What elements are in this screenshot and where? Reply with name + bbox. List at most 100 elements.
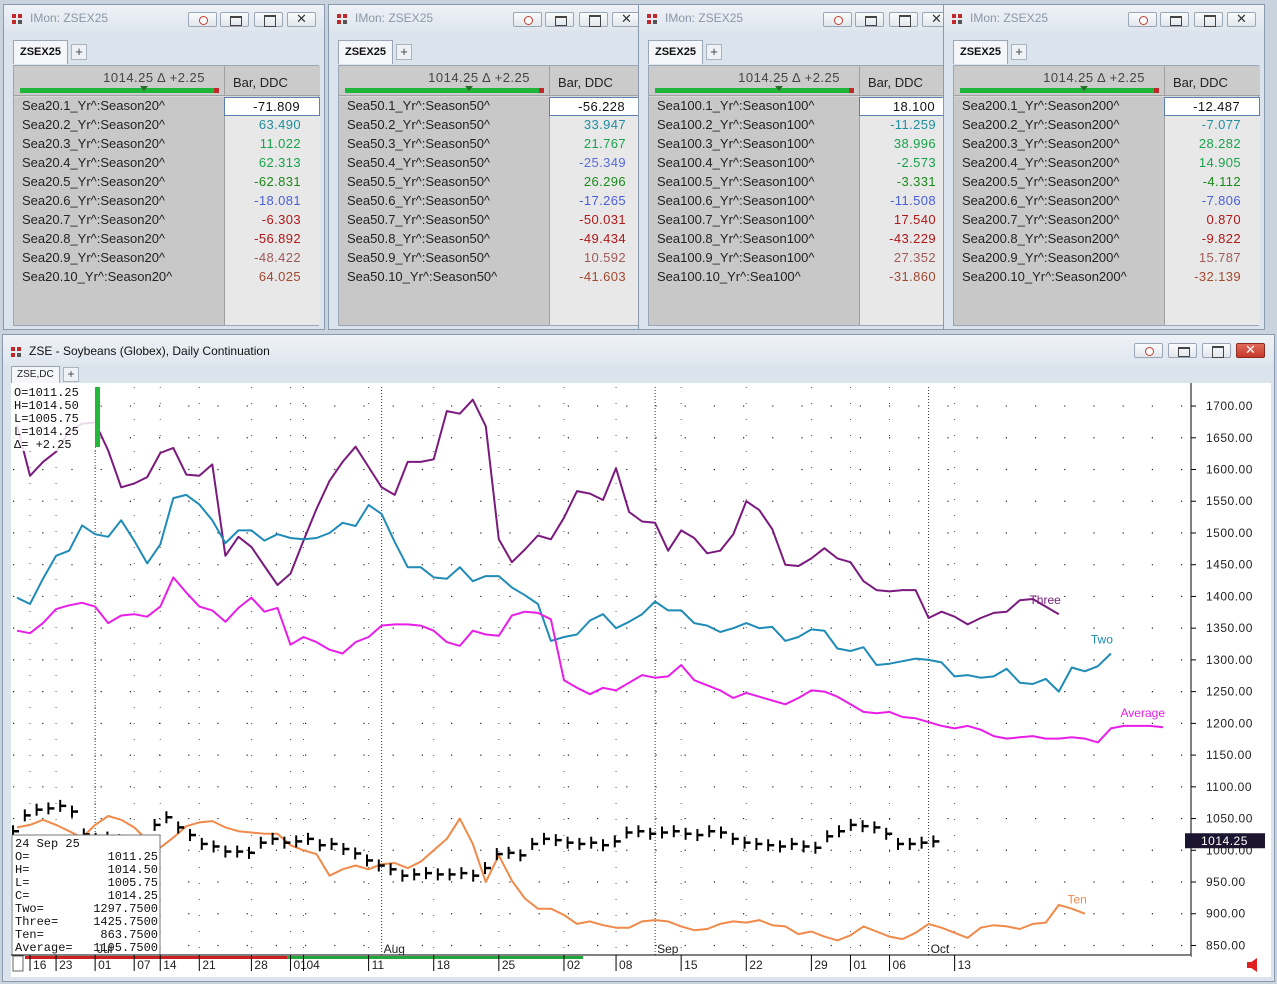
grid-row[interactable]: Sea100.9_Yr^:Season100^ 27.352	[649, 249, 955, 268]
add-tab-button[interactable]: +	[706, 44, 722, 60]
column-header[interactable]: Bar, DDC	[224, 66, 320, 96]
study-value-cell[interactable]: 62.313	[224, 154, 320, 173]
minimize-button[interactable]	[855, 12, 884, 27]
maximize-button[interactable]	[889, 12, 918, 27]
link-color-button[interactable]	[823, 12, 852, 27]
link-color-button[interactable]	[1128, 12, 1157, 27]
grid-row[interactable]: Sea100.2_Yr^:Season100^ -11.259	[649, 116, 955, 135]
study-value-cell[interactable]: 14.905	[1164, 154, 1260, 173]
grid-row[interactable]: Sea20.6_Yr^:Season20^ -18.081	[14, 192, 320, 211]
price-chart[interactable]: 1700.00 1650.00 1600.00 1550.00 1500.00 1450.…	[11, 383, 1271, 977]
grid-row[interactable]: Sea20.8_Yr^:Season20^ -56.892	[14, 230, 320, 249]
maximize-button[interactable]	[1202, 343, 1231, 358]
study-value-cell[interactable]: 26.296	[549, 173, 645, 192]
study-value-cell[interactable]: -71.809	[224, 97, 320, 116]
grid-row[interactable]: Sea20.9_Yr^:Season20^ -48.422	[14, 249, 320, 268]
grid-row[interactable]: Sea100.4_Yr^:Season100^ -2.573	[649, 154, 955, 173]
grid-row[interactable]: Sea50.4_Yr^:Season50^ -25.349	[339, 154, 645, 173]
grid-row[interactable]: Sea200.5_Yr^:Season200^ -4.112	[954, 173, 1260, 192]
link-color-button[interactable]	[513, 12, 542, 27]
column-header[interactable]: Bar, DDC	[1164, 66, 1260, 96]
maximize-button[interactable]	[1194, 12, 1223, 27]
link-color-button[interactable]	[1134, 343, 1163, 358]
grid-row[interactable]: Sea200.4_Yr^:Season200^ 14.905	[954, 154, 1260, 173]
grid-row[interactable]: Sea50.9_Yr^:Season50^ 10.592	[339, 249, 645, 268]
grid-row[interactable]: Sea20.7_Yr^:Season20^ -6.303	[14, 211, 320, 230]
grid-row[interactable]: Sea200.1_Yr^:Season200^ -12.487	[954, 97, 1260, 116]
study-value-cell[interactable]: 27.352	[859, 249, 955, 268]
grid-row[interactable]: Sea20.1_Yr^:Season20^ -71.809	[14, 97, 320, 116]
grid-row[interactable]: Sea50.7_Yr^:Season50^ -50.031	[339, 211, 645, 230]
time-scroll-thumb[interactable]	[12, 955, 24, 972]
window-titlebar[interactable]: IMon: ZSEX25 ✕	[4, 5, 324, 31]
grid-row[interactable]: Sea50.10_Yr^:Season50^ -41.603	[339, 268, 645, 287]
symbol-tab[interactable]: ZSEX25	[13, 40, 68, 64]
study-value-cell[interactable]: -31.860	[859, 268, 955, 287]
grid-row[interactable]: Sea200.9_Yr^:Season200^ 15.787	[954, 249, 1260, 268]
close-button[interactable]: ✕	[612, 12, 641, 27]
study-value-cell[interactable]: -18.081	[224, 192, 320, 211]
grid-row[interactable]: Sea20.4_Yr^:Season20^ 62.313	[14, 154, 320, 173]
close-button[interactable]: ✕	[1227, 12, 1256, 27]
minimize-button[interactable]	[1168, 343, 1197, 358]
add-tab-button[interactable]: +	[71, 44, 87, 60]
minimize-button[interactable]	[1160, 12, 1189, 27]
symbol-tab[interactable]: ZSEX25	[338, 40, 393, 64]
close-button[interactable]: ✕	[1236, 343, 1265, 358]
study-value-cell[interactable]: -62.831	[224, 173, 320, 192]
study-value-cell[interactable]: -25.349	[549, 154, 645, 173]
study-value-cell[interactable]: -56.892	[224, 230, 320, 249]
study-value-cell[interactable]: -11.259	[859, 116, 955, 135]
study-value-cell[interactable]: 15.787	[1164, 249, 1260, 268]
study-value-cell[interactable]: -11.508	[859, 192, 955, 211]
grid-row[interactable]: Sea100.3_Yr^:Season100^ 38.996	[649, 135, 955, 154]
study-value-cell[interactable]: -56.228	[549, 97, 645, 116]
maximize-button[interactable]	[579, 12, 608, 27]
study-value-cell[interactable]: 63.490	[224, 116, 320, 135]
study-value-cell[interactable]: 17.540	[859, 211, 955, 230]
grid-row[interactable]: Sea50.5_Yr^:Season50^ 26.296	[339, 173, 645, 192]
study-value-cell[interactable]: -17.265	[549, 192, 645, 211]
study-value-cell[interactable]: 0.870	[1164, 211, 1260, 230]
study-value-cell[interactable]: 28.282	[1164, 135, 1260, 154]
grid-row[interactable]: Sea100.7_Yr^:Season100^ 17.540	[649, 211, 955, 230]
grid-row[interactable]: Sea200.8_Yr^:Season200^ -9.822	[954, 230, 1260, 249]
study-value-cell[interactable]: 10.592	[549, 249, 645, 268]
grid-row[interactable]: Sea200.7_Yr^:Season200^ 0.870	[954, 211, 1260, 230]
grid-row[interactable]: Sea100.1_Yr^:Season100^ 18.100	[649, 97, 955, 116]
window-titlebar[interactable]: IMon: ZSEX25 ✕	[329, 5, 649, 31]
study-value-cell[interactable]: 64.025	[224, 268, 320, 287]
study-value-cell[interactable]: 11.022	[224, 135, 320, 154]
study-value-cell[interactable]: -12.487	[1164, 97, 1260, 116]
window-titlebar[interactable]: ZSE - Soybeans (Globex), Daily Continuat…	[3, 335, 1274, 365]
grid-row[interactable]: Sea50.1_Yr^:Season50^ -56.228	[339, 97, 645, 116]
grid-row[interactable]: Sea100.10_Yr^:Sea100^ -31.860	[649, 268, 955, 287]
grid-row[interactable]: Sea20.3_Yr^:Season20^ 11.022	[14, 135, 320, 154]
minimize-button[interactable]	[545, 12, 574, 27]
study-value-cell[interactable]: 38.996	[859, 135, 955, 154]
scroll-left-arrow-icon[interactable]	[1247, 958, 1257, 972]
study-value-cell[interactable]: -43.229	[859, 230, 955, 249]
symbol-tab[interactable]: ZSEX25	[953, 40, 1008, 64]
study-value-cell[interactable]: 18.100	[859, 97, 955, 116]
study-value-cell[interactable]: -7.077	[1164, 116, 1260, 135]
window-titlebar[interactable]: IMon: ZSEX25 ✕	[944, 5, 1264, 31]
link-color-button[interactable]	[188, 12, 217, 27]
grid-row[interactable]: Sea200.2_Yr^:Season200^ -7.077	[954, 116, 1260, 135]
grid-row[interactable]: Sea100.5_Yr^:Season100^ -3.331	[649, 173, 955, 192]
window-titlebar[interactable]: IMon: ZSEX25 ✕	[639, 5, 959, 31]
grid-row[interactable]: Sea20.5_Yr^:Season20^ -62.831	[14, 173, 320, 192]
maximize-button[interactable]	[254, 12, 283, 27]
add-tab-button[interactable]: +	[1011, 44, 1027, 60]
grid-row[interactable]: Sea20.10_Yr^:Season20^ 64.025	[14, 268, 320, 287]
study-value-cell[interactable]: -49.434	[549, 230, 645, 249]
grid-row[interactable]: Sea200.6_Yr^:Season200^ -7.806	[954, 192, 1260, 211]
grid-row[interactable]: Sea50.3_Yr^:Season50^ 21.767	[339, 135, 645, 154]
column-header[interactable]: Bar, DDC	[859, 66, 955, 96]
close-button[interactable]: ✕	[287, 12, 316, 27]
grid-row[interactable]: Sea20.2_Yr^:Season20^ 63.490	[14, 116, 320, 135]
study-value-cell[interactable]: -4.112	[1164, 173, 1260, 192]
symbol-tab[interactable]: ZSEX25	[648, 40, 703, 64]
study-value-cell[interactable]: -48.422	[224, 249, 320, 268]
study-value-cell[interactable]: 21.767	[549, 135, 645, 154]
